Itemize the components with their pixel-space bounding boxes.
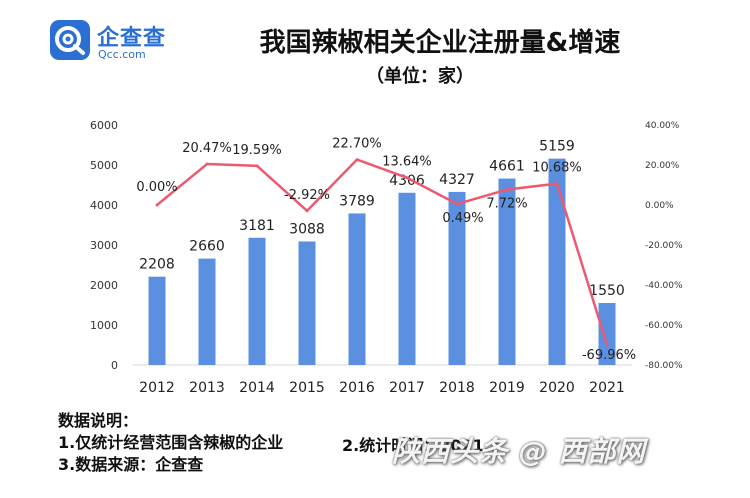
y-right-tick-label: -40.00% — [645, 281, 683, 291]
chart-subtitle: （单位：家） — [366, 66, 474, 87]
bar — [398, 192, 416, 365]
growth-value-label: -69.96% — [582, 348, 636, 363]
y-right-tick-label: 20.00% — [645, 161, 680, 171]
bar-value-label: 4661 — [489, 159, 525, 175]
growth-point — [205, 162, 209, 166]
growth-value-label: -2.92% — [284, 188, 330, 203]
y-left-tick-label: 6000 — [90, 119, 118, 132]
x-tick-label: 2019 — [489, 380, 525, 396]
growth-value-label: 20.47% — [182, 141, 232, 156]
bar — [598, 303, 616, 365]
growth-value-label: 0.00% — [136, 180, 177, 195]
bar — [548, 158, 566, 365]
bar-value-label: 4327 — [439, 172, 475, 188]
x-tick-label: 2018 — [439, 380, 475, 396]
watermark: 陕西头条 @ 西部网 — [392, 435, 646, 468]
bar — [248, 237, 266, 365]
x-tick-label: 2021 — [589, 380, 625, 396]
bar — [448, 191, 466, 365]
bar-value-label: 3789 — [339, 193, 375, 209]
x-tick-label: 2014 — [239, 380, 275, 396]
bar — [498, 178, 516, 365]
y-right-tick-label: 40.00% — [645, 121, 680, 131]
notes-heading: 数据说明： — [58, 411, 139, 430]
bar — [198, 258, 216, 365]
x-tick-label: 2015 — [289, 380, 325, 396]
x-tick-label: 2016 — [339, 380, 375, 396]
note-item-3: 3.数据来源：企查查 — [58, 455, 204, 474]
qcc-logo-icon — [50, 20, 90, 60]
note-item-2: 2.统计时间：2021.5 — [342, 436, 501, 455]
y-right-tick-label: 0.00% — [645, 201, 674, 211]
bar — [148, 276, 166, 365]
growth-value-label: 19.59% — [232, 143, 282, 158]
y-left-tick-label: 3000 — [90, 239, 118, 252]
bar — [348, 213, 366, 365]
x-tick-label: 2012 — [139, 380, 175, 396]
y-right-tick-label: -60.00% — [645, 321, 683, 331]
growth-point — [255, 164, 259, 168]
growth-point — [305, 209, 309, 213]
y-left-tick-label: 0 — [111, 359, 118, 372]
growth-value-label: 10.68% — [532, 161, 582, 176]
growth-point — [455, 202, 459, 206]
x-tick-label: 2013 — [189, 380, 225, 396]
bar-value-label: 2660 — [189, 239, 225, 255]
growth-value-label: 13.64% — [382, 155, 432, 170]
bar-value-label: 2208 — [139, 257, 175, 273]
x-tick-label: 2017 — [389, 380, 425, 396]
growth-value-label: 7.72% — [486, 197, 527, 212]
chart-title: 我国辣椒相关企业注册量&增速 — [259, 28, 621, 58]
bar-value-label: 5159 — [539, 139, 575, 155]
growth-point — [405, 176, 409, 180]
growth-point — [505, 188, 509, 192]
data-notes: 数据说明： 1.仅统计经营范围含辣椒的企业 3.数据来源：企查查 — [58, 410, 283, 476]
y-left-tick-label: 5000 — [90, 159, 118, 172]
y-right-tick-label: -20.00% — [645, 241, 683, 251]
bar — [298, 241, 316, 365]
growth-value-label: 22.70% — [332, 137, 382, 152]
growth-point — [155, 203, 159, 207]
logo-brand-cn: 企查查 — [97, 26, 167, 51]
logo-brand-en: Qcc.com — [98, 48, 146, 61]
qcc-logo: 企查查 Qcc.com — [50, 20, 190, 66]
bar-value-label: 1550 — [589, 283, 625, 299]
growth-value-label: 0.49% — [442, 211, 483, 226]
x-tick-label: 2020 — [539, 380, 575, 396]
y-left-tick-label: 2000 — [90, 279, 118, 292]
y-left-tick-label: 4000 — [90, 199, 118, 212]
growth-point — [355, 158, 359, 162]
growth-point — [555, 182, 559, 186]
growth-point — [605, 343, 609, 347]
note-item-1: 1.仅统计经营范围含辣椒的企业 — [58, 433, 284, 452]
bar-value-label: 3181 — [239, 218, 275, 234]
bar-value-label: 3088 — [289, 221, 325, 237]
y-left-tick-label: 1000 — [90, 319, 118, 332]
y-right-tick-label: -80.00% — [645, 361, 683, 371]
growth-line — [156, 158, 609, 346]
bar-value-label: 4306 — [389, 173, 425, 189]
